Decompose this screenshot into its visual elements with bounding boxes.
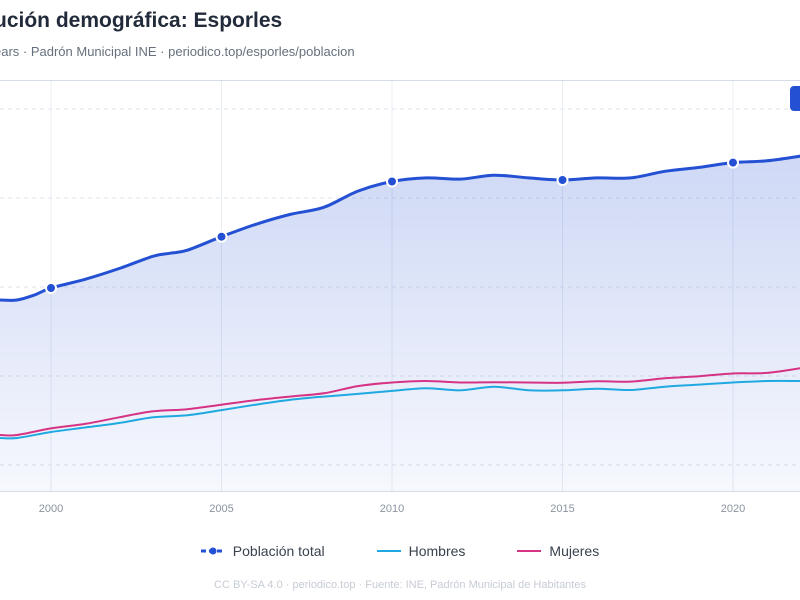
series-line-total	[0, 154, 800, 302]
series-line-hombres	[0, 379, 800, 440]
series-line-mujeres	[0, 367, 800, 437]
series-area-total	[0, 156, 800, 491]
x-tick-label-2000: 2000	[39, 503, 63, 515]
legend-mujeres-swatch	[517, 550, 542, 552]
x-tick-label-2005: 2005	[209, 503, 233, 515]
plot-area	[0, 80, 800, 492]
chart-subtitle: ears · Padrón Municipal INE · periodico.…	[0, 44, 355, 59]
legend-label-mujeres: Mujeres	[549, 543, 600, 559]
legend-label-total: Población total	[232, 543, 325, 559]
data-point-total-2020	[727, 156, 739, 169]
reset-zoom-button[interactable]	[790, 86, 800, 111]
legend: Población total Hombres Mujeres	[0, 543, 800, 559]
data-point-total-2000	[45, 282, 57, 294]
legend-item-hombres[interactable]: Hombres	[376, 543, 466, 559]
x-tick-label-2010: 2010	[380, 503, 404, 515]
data-point-total-2010	[386, 175, 398, 188]
legend-hombres-swatch	[376, 550, 401, 552]
data-point-total-2015	[556, 174, 569, 186]
data-point-total-2005	[215, 230, 228, 243]
legend-item-mujeres[interactable]: Mujeres	[517, 543, 599, 559]
x-tick-label-2020: 2020	[721, 503, 745, 515]
legend-total-swatch	[200, 547, 225, 555]
legend-item-total[interactable]: Población total	[200, 543, 325, 559]
legend-label-hombres: Hombres	[408, 543, 466, 559]
footer-credit: CC BY-SA 4.0 · periodico.top · Fuente: I…	[214, 579, 586, 591]
x-tick-label-2015: 2015	[550, 503, 574, 515]
chart-title: ución demográfica: Esporles	[0, 9, 283, 32]
